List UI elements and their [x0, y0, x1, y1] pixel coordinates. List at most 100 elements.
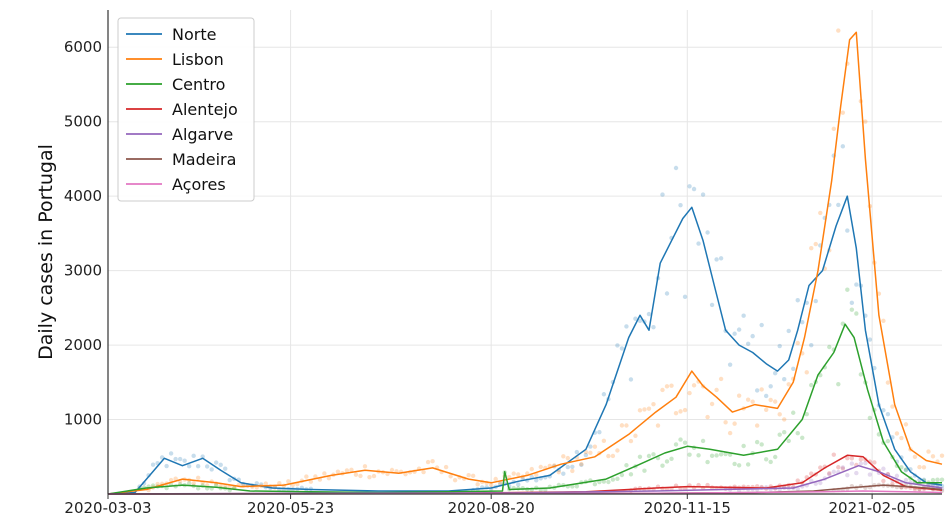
scatter-point: [705, 414, 710, 420]
y-tick-label: 6000: [64, 38, 102, 56]
x-tick-label: 2020-11-15: [644, 499, 731, 517]
scatter-point: [173, 456, 178, 462]
scatter-point: [791, 366, 796, 371]
scatter-point: [736, 327, 742, 332]
legend-box: [117, 17, 255, 202]
x-tick-label: 2020-03-03: [64, 499, 151, 517]
scatter-point: [773, 370, 778, 376]
scatter-point: [673, 442, 679, 447]
y-tick-label: 3000: [64, 262, 102, 280]
scatter-point: [813, 241, 818, 247]
scatter-point: [529, 466, 534, 472]
scatter-point: [845, 455, 850, 461]
scatter-point: [619, 472, 625, 478]
scatter-point: [511, 471, 516, 476]
legend-label: Norte: [172, 25, 216, 44]
scatter-point: [475, 482, 480, 487]
scatter-point: [750, 399, 755, 404]
scatter-point: [204, 464, 210, 469]
scatter-point: [777, 412, 782, 417]
scatter-point: [930, 477, 936, 483]
scatter-point: [606, 453, 611, 459]
scatter-point: [881, 408, 886, 413]
scatter-point: [173, 476, 178, 481]
scatter-point: [763, 407, 769, 413]
scatter-point: [759, 442, 764, 447]
scatter-point: [849, 300, 855, 306]
scatter-point: [624, 423, 629, 428]
scatter-point: [628, 472, 634, 477]
scatter-point: [651, 401, 656, 407]
scatter-point: [912, 454, 918, 460]
scatter-point: [872, 365, 877, 371]
scatter-point: [727, 430, 733, 436]
scatter-point: [795, 298, 800, 303]
scatter-point: [682, 440, 688, 445]
scatter-point: [881, 466, 886, 471]
scatter-point: [579, 462, 584, 468]
scatter-point: [655, 423, 661, 428]
scatter-point: [935, 477, 940, 482]
scatter-point: [854, 282, 859, 287]
scatter-point: [628, 438, 634, 444]
scatter-point: [660, 463, 665, 468]
scatter-point: [516, 472, 521, 477]
scatter-point: [682, 407, 688, 413]
scatter-point: [804, 411, 809, 417]
scatter-point: [493, 476, 498, 482]
scatter-point: [313, 474, 318, 479]
scatter-point: [421, 469, 426, 475]
scatter-point: [926, 449, 931, 454]
scatter-point: [223, 466, 228, 471]
scatter-point: [195, 475, 201, 480]
scatter-point: [538, 464, 543, 470]
scatter-point: [709, 302, 715, 308]
scatter-point: [628, 377, 634, 382]
scatter-point: [795, 478, 800, 483]
scatter-point: [723, 420, 728, 425]
scatter-point: [836, 465, 841, 470]
scatter-point: [637, 318, 643, 323]
scatter-point: [615, 476, 620, 482]
scatter-point: [182, 458, 187, 463]
scatter-point: [745, 341, 751, 347]
scatter-point: [452, 477, 458, 483]
scatter-point: [601, 438, 607, 443]
scatter-point: [168, 451, 174, 456]
scatter-point: [633, 433, 638, 438]
scatter-point: [917, 464, 922, 470]
scatter-point: [556, 469, 562, 475]
scatter-point: [894, 431, 900, 436]
scatter-point: [714, 387, 719, 393]
scatter-point: [191, 481, 196, 486]
x-tick-label: 2020-08-20: [448, 499, 535, 517]
series-lines: [107, 31, 943, 495]
scatter-point: [615, 343, 620, 348]
scatter-point: [831, 452, 837, 457]
scatter-point: [673, 410, 679, 416]
scatter-point: [579, 461, 584, 467]
scatter-point: [696, 241, 701, 246]
scatter-point: [773, 399, 778, 404]
scatter-point: [615, 448, 620, 453]
scatter-point: [678, 437, 683, 442]
scatter-point: [200, 454, 205, 459]
scatter-point: [213, 460, 219, 465]
scatter-point: [894, 473, 900, 479]
scatter-point: [831, 126, 837, 132]
scatter-point: [619, 423, 625, 428]
scatter-point: [754, 439, 760, 445]
scatter-point: [903, 467, 909, 472]
scatter-point: [186, 464, 192, 469]
scatter-point: [669, 383, 674, 388]
scatter-point: [903, 422, 909, 427]
scatter-point: [195, 486, 201, 491]
scatter-point: [168, 477, 174, 483]
scatter-point: [903, 477, 909, 483]
scatter-point: [691, 383, 697, 388]
scatter-point: [858, 461, 864, 466]
scatter-point: [254, 481, 259, 486]
scatter-point: [809, 342, 814, 348]
